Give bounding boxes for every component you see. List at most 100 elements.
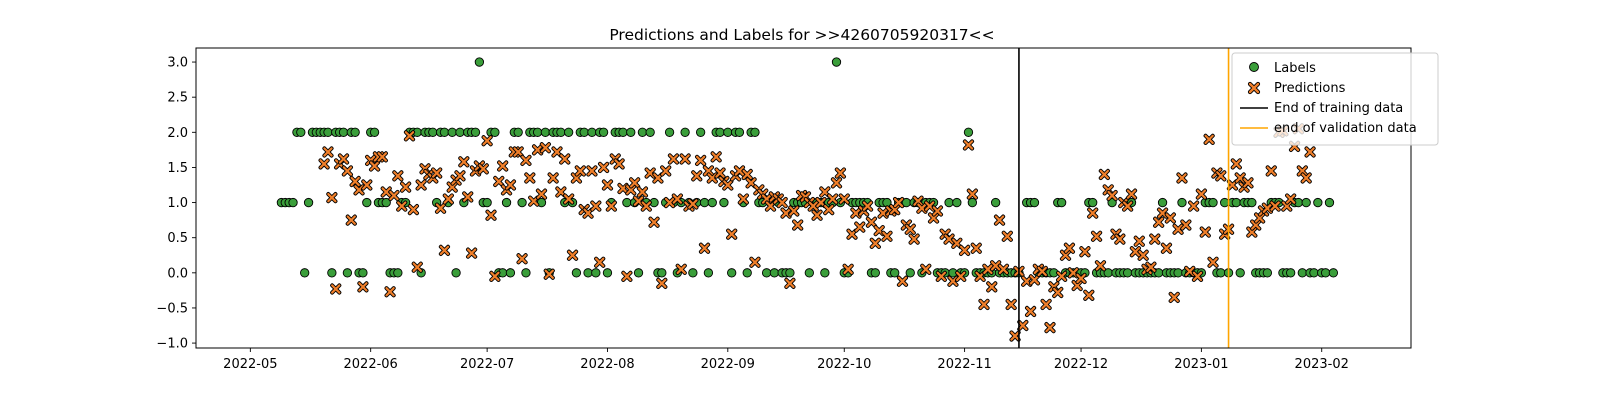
x-axis: 2022-05 2022-06 2022-07 2022-08 2022-09 2022-…	[223, 348, 1349, 372]
label-point	[804, 268, 814, 278]
prediction-point	[337, 153, 350, 165]
label-point	[1320, 268, 1331, 278]
prediction-point	[1153, 216, 1165, 228]
label-point	[338, 127, 349, 137]
prediction-point	[415, 179, 427, 191]
label-point	[1216, 268, 1226, 278]
legend-item-validation: end of validation data	[1240, 121, 1417, 136]
y-tick-label: −0.5	[156, 301, 188, 316]
prediction-point-fill	[404, 131, 415, 141]
prediction-point-fill	[1091, 231, 1102, 241]
prediction-point-fill	[393, 171, 403, 181]
prediction-point-fill	[622, 271, 632, 282]
prediction-point	[823, 203, 835, 216]
prediction-point-fill	[843, 264, 853, 275]
prediction-point	[551, 146, 563, 158]
label-point	[769, 268, 780, 278]
prediction-point	[1036, 265, 1048, 278]
prediction-point-fill	[1060, 250, 1071, 260]
prediction-point	[912, 195, 924, 207]
prediction-point-fill	[913, 196, 923, 206]
prediction-point-fill	[346, 215, 356, 225]
prediction-point-fill	[990, 261, 1001, 271]
prediction-point-fill	[987, 282, 997, 292]
prediction-point-fill	[1200, 227, 1210, 237]
prediction-point	[741, 168, 753, 181]
prediction-point-fill	[602, 180, 613, 190]
prediction-point-fill	[812, 210, 822, 220]
prediction-point-fill	[921, 264, 931, 275]
prediction-point-fill	[443, 194, 454, 204]
prediction-point-fill	[936, 271, 947, 282]
prediction-point-fill	[785, 278, 795, 289]
prediction-point-fill	[513, 147, 523, 157]
legend-predictions-text: Predictions	[1274, 81, 1346, 96]
prediction-point	[846, 228, 858, 240]
label-point	[707, 197, 717, 208]
prediction-point	[997, 263, 1010, 275]
prediction-point-fill	[400, 182, 411, 192]
prediction-point	[679, 153, 691, 165]
prediction-point-fill	[653, 173, 663, 183]
prediction-point	[1028, 274, 1041, 286]
prediction-point	[396, 200, 408, 212]
prediction-point-fill	[742, 169, 752, 180]
prediction-point-fill	[521, 155, 531, 166]
prediction-point-fill	[862, 201, 873, 211]
prediction-point	[834, 167, 846, 179]
prediction-point-fill	[1192, 271, 1203, 282]
prediction-point-fill	[478, 164, 488, 174]
prediction-point	[489, 270, 501, 282]
plot-area	[195, 47, 1412, 349]
prediction-point-fill	[529, 196, 539, 206]
prediction-point-fill	[1285, 194, 1296, 204]
prediction-point-fill	[1018, 320, 1028, 331]
label-point	[1328, 268, 1339, 278]
prediction-point-fill	[1266, 166, 1276, 176]
prediction-point-fill	[1029, 275, 1040, 285]
prediction-point-fill	[490, 271, 500, 282]
prediction-point	[322, 146, 334, 158]
prediction-point	[516, 253, 528, 265]
label-point	[831, 57, 842, 67]
label-point	[323, 127, 333, 137]
prediction-point	[361, 179, 373, 191]
prediction-point	[691, 170, 703, 182]
prediction-point	[893, 196, 905, 209]
label-point	[645, 127, 655, 137]
prediction-point-fill	[866, 217, 877, 227]
prediction-point	[993, 214, 1006, 226]
prediction-point-fill	[544, 269, 554, 279]
prediction-point-fill	[1247, 227, 1257, 237]
prediction-point	[881, 230, 893, 242]
prediction-point	[605, 200, 617, 212]
chart-title: Predictions and Labels for >>42607059203…	[609, 26, 994, 44]
prediction-point	[1001, 230, 1013, 242]
label-point	[587, 127, 597, 137]
prediction-point	[958, 244, 971, 256]
prediction-point	[1090, 230, 1103, 242]
prediction-point	[733, 165, 746, 177]
axes-frame	[195, 47, 1412, 349]
label-point	[1173, 268, 1183, 278]
prediction-point-fill	[715, 168, 725, 178]
prediction-point	[380, 186, 392, 198]
prediction-point	[663, 196, 676, 209]
prediction-point-fill	[820, 187, 830, 197]
label-point	[1313, 197, 1323, 208]
prediction-point-fill	[416, 180, 426, 190]
prediction-point	[629, 177, 641, 189]
prediction-point-fill	[1150, 234, 1160, 244]
prediction-point-fill	[956, 271, 966, 282]
prediction-point	[904, 223, 916, 235]
prediction-point-fill	[331, 284, 341, 294]
prediction-point-fill	[1227, 180, 1238, 190]
prediction-point	[935, 270, 947, 282]
prediction-point	[597, 161, 610, 174]
label-point	[447, 127, 457, 137]
prediction-point-fill	[560, 154, 570, 164]
prediction-point	[1300, 172, 1312, 184]
prediction-point-fill	[963, 140, 974, 150]
prediction-point-fill	[695, 155, 706, 166]
prediction-point	[524, 172, 536, 184]
